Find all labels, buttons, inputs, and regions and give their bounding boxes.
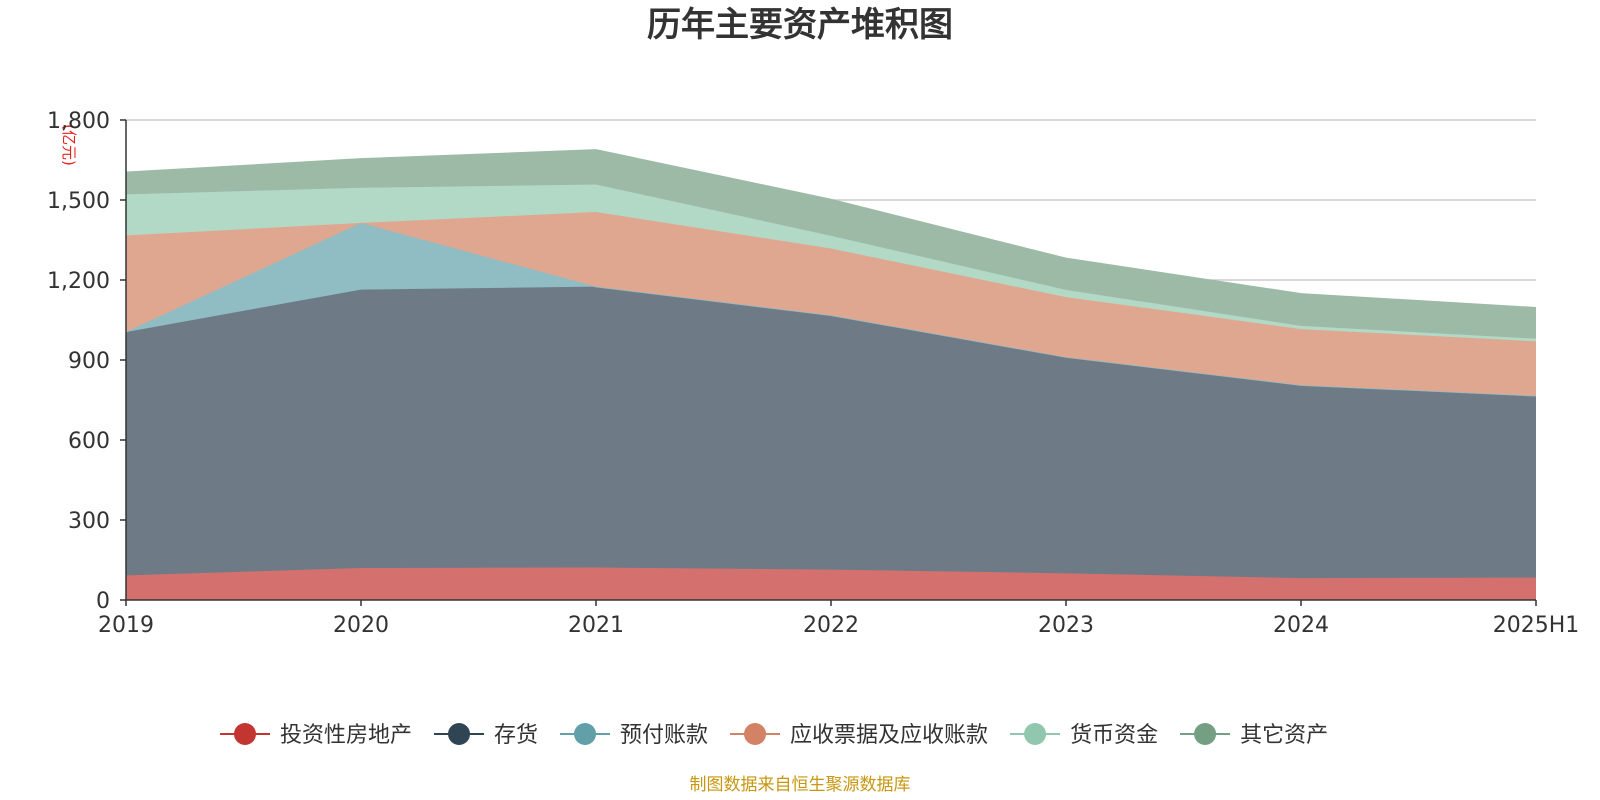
legend-marker [1024, 723, 1047, 745]
legend-label: 存货 [494, 723, 538, 748]
legend-marker [744, 723, 767, 745]
x-tick-label: 2022 [803, 613, 859, 638]
area-series-5 [126, 149, 1536, 339]
axes: 0 300 600 900 1,200 1,500 1,800 2019 2020 2021 202… [47, 109, 1579, 638]
legend-marker [234, 723, 256, 745]
legend-item-5[interactable]: 其它资产 [1180, 723, 1328, 748]
y-tick-label: 1,500 [47, 189, 110, 214]
x-tick-label: 2024 [1273, 613, 1329, 638]
chart-title: 历年主要资产堆积图 [647, 5, 953, 45]
legend-marker [574, 723, 597, 745]
area-series-2 [126, 222, 1536, 396]
legend-item-3[interactable]: 应收票据及应收账款 [730, 723, 988, 748]
x-tick-label: 2021 [568, 613, 624, 638]
legend-item-1[interactable]: 存货 [434, 723, 538, 748]
area-series-0 [126, 567, 1536, 600]
y-tick-label: 1,800 [47, 109, 110, 134]
legend-label: 预付账款 [620, 723, 708, 748]
legend-label: 其它资产 [1240, 723, 1328, 748]
legend-label: 投资性房地产 [280, 723, 412, 748]
y-axis-unit: (亿元) [60, 124, 78, 166]
series-areas [125, 149, 1537, 600]
legend-label: 货币资金 [1070, 723, 1158, 748]
source-note: 制图数据来自恒生聚源数据库 [690, 775, 911, 795]
legend-label: 应收票据及应收账款 [790, 723, 988, 748]
area-series-1 [126, 286, 1536, 579]
area-series-4 [126, 184, 1536, 342]
legend-item-2[interactable]: 预付账款 [560, 723, 708, 748]
x-tick-label: 2020 [333, 613, 389, 638]
area-edge-5 [125, 149, 1537, 309]
y-tick-label: 0 [96, 589, 110, 614]
y-tick-label: 1,200 [47, 269, 110, 294]
y-tick-label: 300 [68, 509, 110, 534]
x-tick-label: 2025H1 [1493, 613, 1580, 638]
legend-item-0[interactable]: 投资性房地产 [220, 723, 412, 748]
legend-item-4[interactable]: 货币资金 [1010, 723, 1158, 748]
y-tick-label: 600 [68, 429, 110, 454]
y-tick-label: 900 [68, 349, 110, 374]
legend: 投资性房地产 存货 预付账款 应收票据及应收账款 货币资金 其它资产 [220, 723, 1328, 748]
legend-marker [1194, 723, 1217, 745]
legend-marker [448, 723, 471, 745]
x-tick-label: 2023 [1038, 613, 1094, 638]
area-series-3 [126, 212, 1536, 396]
x-tick-label: 2019 [98, 613, 154, 638]
